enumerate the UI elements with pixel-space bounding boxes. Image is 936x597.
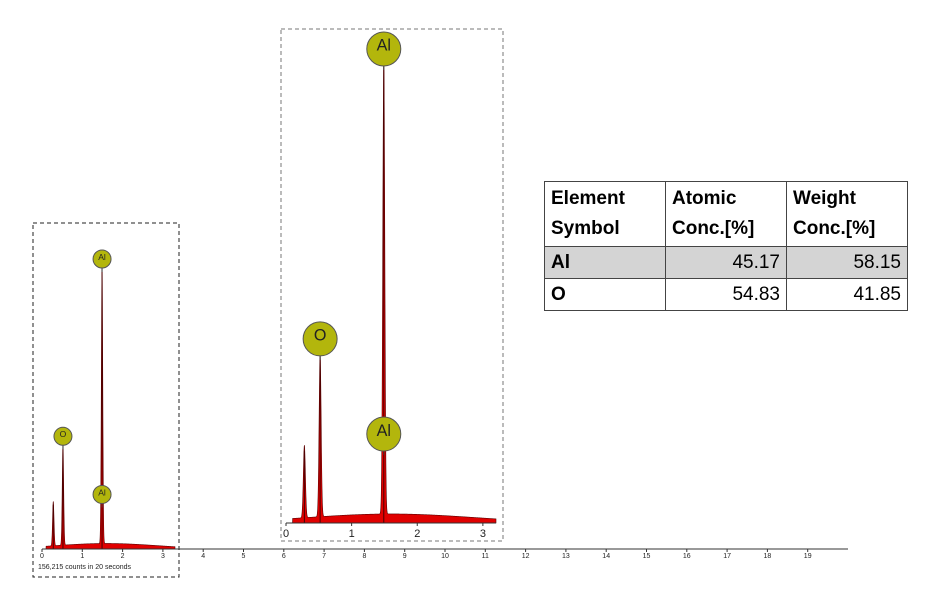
cell: Al bbox=[544, 246, 666, 279]
x-tick-label: 2 bbox=[414, 528, 420, 540]
header-row: Element Symbol Atomic Conc.[%] Weight Co… bbox=[544, 181, 908, 247]
x-tick-label: 9 bbox=[403, 553, 407, 560]
element-label: Al bbox=[377, 37, 391, 55]
element-label: Al bbox=[98, 252, 106, 262]
x-tick-label: 19 bbox=[804, 553, 812, 560]
inset-box bbox=[280, 28, 504, 542]
x-tick-label: 1 bbox=[349, 528, 355, 540]
x-tick-label: 10 bbox=[441, 553, 449, 560]
header-cell: Atomic Conc.[%] bbox=[665, 181, 787, 247]
x-tick-label: 5 bbox=[242, 553, 246, 560]
x-tick-label: 0 bbox=[40, 553, 44, 560]
x-tick-label: 8 bbox=[362, 553, 366, 560]
element-marker bbox=[53, 426, 73, 446]
x-tick-label: 12 bbox=[522, 553, 530, 560]
element-marker bbox=[92, 484, 112, 504]
x-tick-label: 3 bbox=[480, 528, 486, 540]
element-marker bbox=[302, 321, 338, 357]
x-tick-label: 1 bbox=[80, 553, 84, 560]
zoom-box bbox=[32, 222, 180, 578]
cell: O bbox=[544, 278, 666, 311]
row: Al 45.17 58.15 bbox=[544, 246, 908, 279]
element-label: O bbox=[314, 327, 327, 345]
x-tick-label: 3 bbox=[161, 553, 165, 560]
header-cell: Element Symbol bbox=[544, 181, 666, 247]
cell: 58.15 bbox=[786, 246, 908, 279]
element-label: Al bbox=[377, 422, 391, 440]
cell: 54.83 bbox=[665, 278, 787, 311]
x-tick-label: 18 bbox=[764, 553, 772, 560]
x-tick-label: 14 bbox=[602, 553, 610, 560]
x-tick-label: 13 bbox=[562, 553, 570, 560]
element-label: O bbox=[60, 429, 67, 439]
cell: 45.17 bbox=[665, 246, 787, 279]
x-tick-label: 17 bbox=[723, 553, 731, 560]
x-tick-label: 6 bbox=[282, 553, 286, 560]
element-marker bbox=[366, 416, 402, 452]
x-tick-label: 11 bbox=[482, 553, 489, 560]
spectrum-area bbox=[42, 266, 176, 550]
x-tick-label: 2 bbox=[121, 553, 125, 560]
element-label: Al bbox=[98, 487, 106, 497]
x-tick-label: 15 bbox=[643, 553, 651, 560]
composition-table: Element Symbol Atomic Conc.[%] Weight Co… bbox=[544, 181, 908, 311]
x-tick-label: 7 bbox=[322, 553, 326, 560]
row: O 54.83 41.85 bbox=[544, 278, 908, 311]
cell: 41.85 bbox=[786, 278, 908, 311]
count-note: 156,215 counts in 20 seconds bbox=[38, 564, 132, 571]
spectrum-area bbox=[286, 61, 497, 524]
element-marker bbox=[366, 31, 402, 67]
header-cell: Weight Conc.[%] bbox=[786, 181, 908, 247]
x-tick-label: 16 bbox=[683, 553, 691, 560]
element-marker bbox=[92, 249, 112, 269]
x-tick-label: 0 bbox=[283, 528, 289, 540]
x-tick-label: 4 bbox=[201, 553, 205, 560]
